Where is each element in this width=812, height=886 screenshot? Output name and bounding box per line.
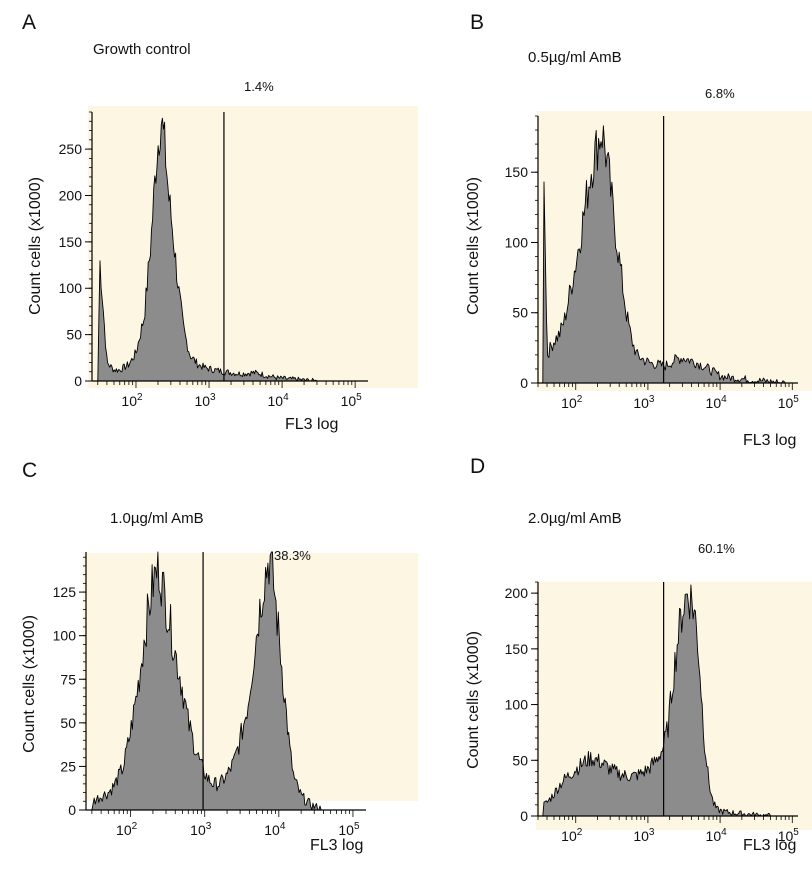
y-tick-label: 25	[60, 758, 76, 774]
y-tick-label: 0	[68, 802, 76, 818]
y-tick-label: 100	[53, 628, 77, 644]
gate-percent: 1.4%	[244, 79, 274, 94]
panel-title: 2.0µg/ml AmB	[528, 510, 622, 527]
panel-title: 0.5µg/ml AmB	[528, 49, 622, 66]
x-tick-label: 104	[268, 392, 290, 409]
y-tick-label: 250	[59, 141, 83, 157]
histogram-area	[97, 117, 318, 382]
y-tick-label: 0	[520, 808, 528, 824]
y-tick-label: 50	[512, 752, 528, 768]
y-tick-label: 150	[505, 641, 529, 657]
panel-letter: A	[22, 11, 36, 34]
y-axis-title: Count cells (x1000)	[465, 631, 482, 769]
y-tick-label: 50	[60, 715, 76, 731]
histogram-area	[542, 584, 772, 817]
x-tick-label: 105	[778, 394, 800, 411]
panel-b: B 0.5µg/ml AmB 6.8% 0 50 100 150 102 103 104 105 FL…	[465, 11, 812, 449]
panel-letter: B	[470, 11, 484, 34]
x-tick-label: 105	[341, 392, 363, 409]
x-tick-label: 102	[121, 392, 143, 409]
x-tick-label: 103	[633, 827, 655, 844]
gate-percent: 6.8%	[705, 86, 735, 101]
y-tick-label: 150	[505, 164, 529, 180]
x-tick-label: 103	[633, 394, 655, 411]
histogram-area	[91, 551, 324, 811]
y-axis-title: Count cells (x1000)	[21, 615, 38, 753]
y-tick-label: 50	[512, 305, 528, 321]
y-tick-label: 200	[59, 187, 83, 203]
x-tick-label: 102	[561, 394, 583, 411]
panel-title: Growth control	[93, 41, 191, 58]
y-tick-label: 100	[505, 234, 529, 250]
y-tick-label: 50	[66, 327, 82, 343]
x-tick-label: 104	[706, 827, 728, 844]
y-tick-label: 75	[60, 671, 76, 687]
y-tick-label: 0	[520, 375, 528, 391]
panel-letter: D	[470, 455, 485, 478]
histogram-area	[542, 125, 786, 384]
gate-percent: 38.3%	[274, 548, 311, 563]
y-tick-label: 100	[505, 697, 529, 713]
x-tick-label: 104	[706, 394, 728, 411]
x-tick-label: 103	[194, 392, 216, 409]
x-tick-label: 102	[561, 827, 583, 844]
x-axis-title: FL3 log	[743, 837, 796, 854]
y-axis-title: Count cells (x1000)	[465, 177, 482, 315]
y-tick-label: 200	[505, 585, 529, 601]
x-tick-label: 105	[338, 821, 360, 838]
x-tick-label: 103	[190, 821, 212, 838]
y-tick-label: 125	[53, 584, 77, 600]
x-tick-label: 105	[778, 827, 800, 844]
panel-d: D 2.0µg/ml AmB 60.1% 0 50 100 150 200 102 103 104 1…	[465, 455, 812, 854]
panel-a: A Growth control 1.4% 0 50 100 150 200 250 102 103…	[22, 11, 418, 433]
panel-letter: C	[22, 459, 37, 482]
y-tick-label: 100	[59, 280, 83, 296]
gate-percent: 60.1%	[698, 541, 735, 556]
x-tick-label: 102	[116, 821, 138, 838]
y-tick-label: 0	[74, 373, 82, 389]
x-tick-label: 104	[264, 821, 286, 838]
panel-c: C 1.0µg/ml AmB 38.3% 0 25 50 75 100 125 102 103 104…	[21, 459, 418, 854]
y-axis-title: Count cells (x1000)	[27, 177, 44, 315]
y-tick-label: 150	[59, 234, 83, 250]
x-axis-title: FL3 log	[310, 837, 363, 854]
x-axis-title: FL3 log	[285, 416, 338, 433]
x-axis-title: FL3 log	[743, 432, 796, 449]
panel-title: 1.0µg/ml AmB	[110, 510, 204, 527]
